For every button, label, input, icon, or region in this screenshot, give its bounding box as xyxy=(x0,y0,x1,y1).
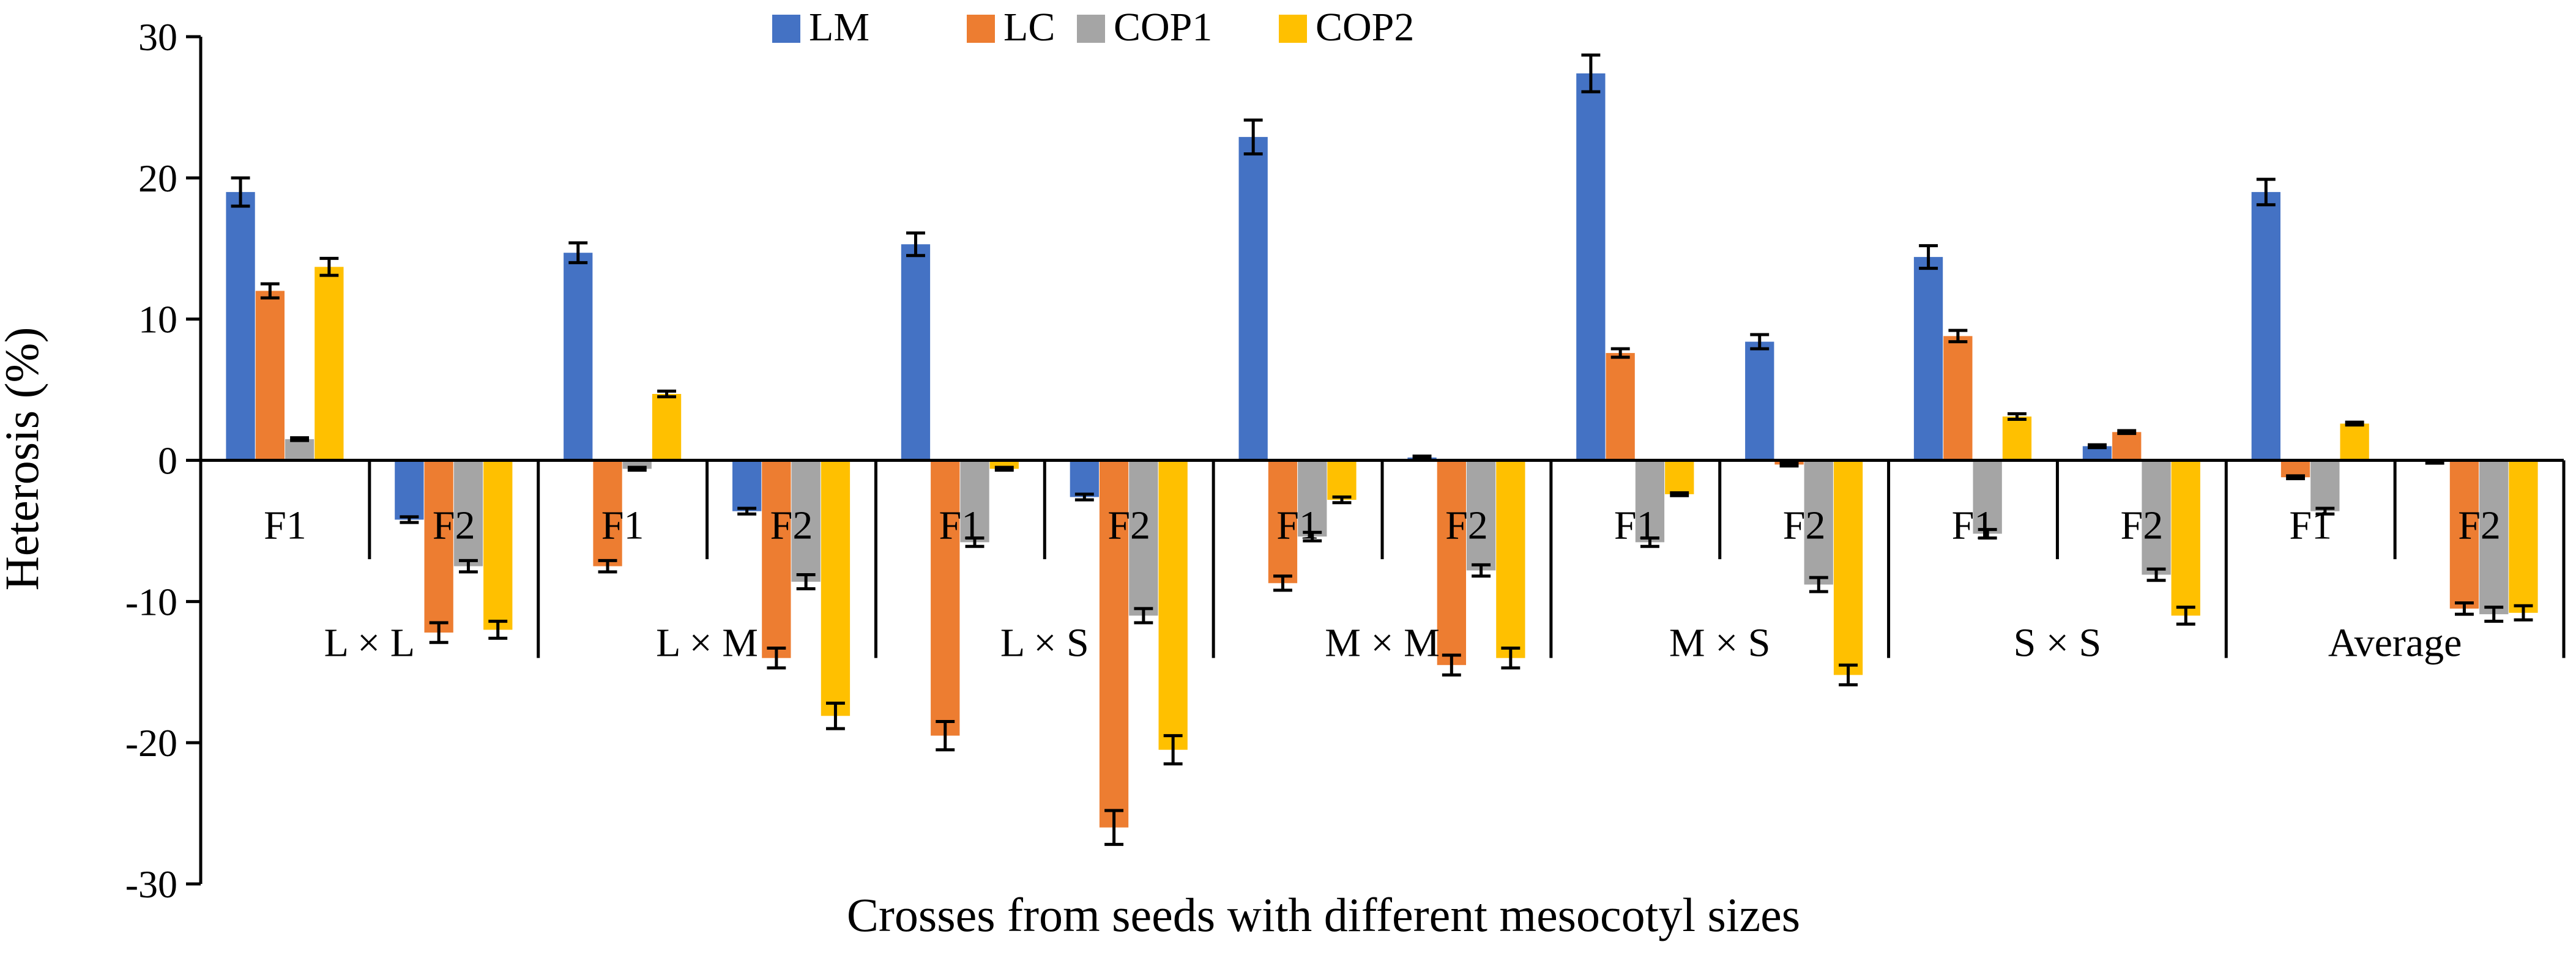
bar-cop1-5 xyxy=(1129,460,1158,616)
generation-label-5: F2 xyxy=(1107,503,1150,548)
x-axis-title: Crosses from seeds with different mesoco… xyxy=(847,888,1800,941)
bar-cop1-7 xyxy=(1466,460,1496,571)
legend-label-cop1: COP1 xyxy=(1114,5,1212,50)
bar-lm-4 xyxy=(901,244,931,461)
generation-label-9: F2 xyxy=(1783,503,1826,548)
bar-lc-11 xyxy=(2112,432,2142,461)
bar-cop1-8 xyxy=(1635,460,1665,543)
bar-cop1-1 xyxy=(453,460,483,566)
legend-label-cop2: COP2 xyxy=(1316,5,1414,50)
bar-lc-10 xyxy=(1943,336,1973,461)
legend-label-lc: LC xyxy=(1003,5,1055,50)
y-tick-label-1: -20 xyxy=(125,721,177,765)
bar-cop1-10 xyxy=(1973,460,2002,534)
y-tick-label-2: -10 xyxy=(125,580,177,623)
bar-cop1-6 xyxy=(1298,460,1327,537)
bar-lm-11 xyxy=(2082,446,2112,461)
generation-label-2: F1 xyxy=(601,503,644,548)
generation-label-6: F1 xyxy=(1276,503,1319,548)
y-tick-label-3: 0 xyxy=(158,439,177,483)
bar-cop2-1 xyxy=(483,460,513,630)
bar-cop2-12 xyxy=(2340,423,2369,461)
generation-label-11: F2 xyxy=(2120,503,2163,548)
bar-lm-9 xyxy=(1745,341,1774,461)
bar-cop2-2 xyxy=(652,394,682,461)
bar-cop1-13 xyxy=(2479,460,2509,615)
bar-lm-8 xyxy=(1576,73,1606,461)
generation-label-1: F2 xyxy=(433,503,475,548)
bar-cop1-11 xyxy=(2142,460,2171,575)
bar-cop2-5 xyxy=(1158,460,1188,750)
axis-layer xyxy=(186,35,2566,886)
bar-lm-3 xyxy=(732,460,762,511)
bar-cop2-10 xyxy=(2002,416,2032,461)
bar-lc-5 xyxy=(1099,460,1129,828)
generation-label-10: F1 xyxy=(1952,503,1995,548)
bar-lm-0 xyxy=(226,191,255,461)
label-layer: -30 -20 -10 0 10 20 30 F1 F2 F1 F2 F1 F2 F1 F2 F1 F2 F1 F2… xyxy=(125,15,2501,906)
bar-cop2-8 xyxy=(1665,460,1694,494)
bar-lc-2 xyxy=(593,460,622,566)
generation-label-13: F2 xyxy=(2458,503,2501,548)
bar-lc-8 xyxy=(1606,353,1635,461)
bar-cop2-9 xyxy=(1833,460,1863,675)
group-label-5: S × S xyxy=(2014,621,2102,666)
bar-cop2-6 xyxy=(1327,460,1357,500)
group-label-4: M × S xyxy=(1669,621,1771,666)
bar-lc-1 xyxy=(424,460,453,633)
bar-cop2-13 xyxy=(2509,460,2538,613)
bar-lm-1 xyxy=(395,460,424,520)
generation-label-7: F2 xyxy=(1445,503,1488,548)
generation-label-12: F1 xyxy=(2289,503,2332,548)
generation-label-3: F2 xyxy=(770,503,813,548)
bar-lm-10 xyxy=(1913,257,1943,461)
y-tick-label-5: 20 xyxy=(138,157,177,200)
bar-cop1-12 xyxy=(2310,460,2340,511)
bar-lc-3 xyxy=(762,460,791,658)
bar-cop1-0 xyxy=(285,439,315,461)
bar-cop1-9 xyxy=(1804,460,1833,585)
bars-layer xyxy=(226,53,2538,846)
bar-lc-13 xyxy=(2449,460,2479,609)
group-label-3: M × M xyxy=(1325,621,1440,666)
bar-cop2-7 xyxy=(1496,460,1525,658)
bar-lc-7 xyxy=(1437,460,1466,666)
bar-lc-4 xyxy=(931,460,960,736)
bar-lc-0 xyxy=(255,291,285,461)
group-label-2: L × S xyxy=(1000,621,1089,666)
bar-cop2-3 xyxy=(821,460,851,716)
legend: LM LC COP1 COP2 xyxy=(772,5,1414,50)
bar-cop1-4 xyxy=(960,460,989,543)
generation-label-4: F1 xyxy=(939,503,981,548)
bar-cop2-11 xyxy=(2171,460,2200,616)
bar-lm-6 xyxy=(1238,136,1268,461)
group-label-1: L × M xyxy=(656,621,758,666)
legend-swatch-cop2 xyxy=(1279,15,1307,43)
legend-swatch-cop1 xyxy=(1077,15,1105,43)
bar-lm-5 xyxy=(1070,460,1099,497)
bar-lm-2 xyxy=(564,253,593,461)
generation-label-8: F1 xyxy=(1614,503,1657,548)
bar-lm-12 xyxy=(2251,191,2280,461)
legend-swatch-lm xyxy=(772,15,800,43)
legend-label-lm: LM xyxy=(809,5,869,50)
group-label-6: Average xyxy=(2328,621,2462,666)
bar-lc-6 xyxy=(1268,460,1298,584)
group-label-0: L × L xyxy=(324,621,415,666)
bar-cop2-0 xyxy=(315,267,344,461)
y-tick-label-0: -30 xyxy=(125,863,177,906)
y-tick-label-6: 30 xyxy=(138,15,177,59)
generation-label-0: F1 xyxy=(264,503,307,548)
y-tick-label-4: 10 xyxy=(138,298,177,341)
y-axis-title: Heterosis (%) xyxy=(0,327,48,590)
legend-swatch-lc xyxy=(967,15,995,43)
bar-cop1-3 xyxy=(791,460,821,582)
